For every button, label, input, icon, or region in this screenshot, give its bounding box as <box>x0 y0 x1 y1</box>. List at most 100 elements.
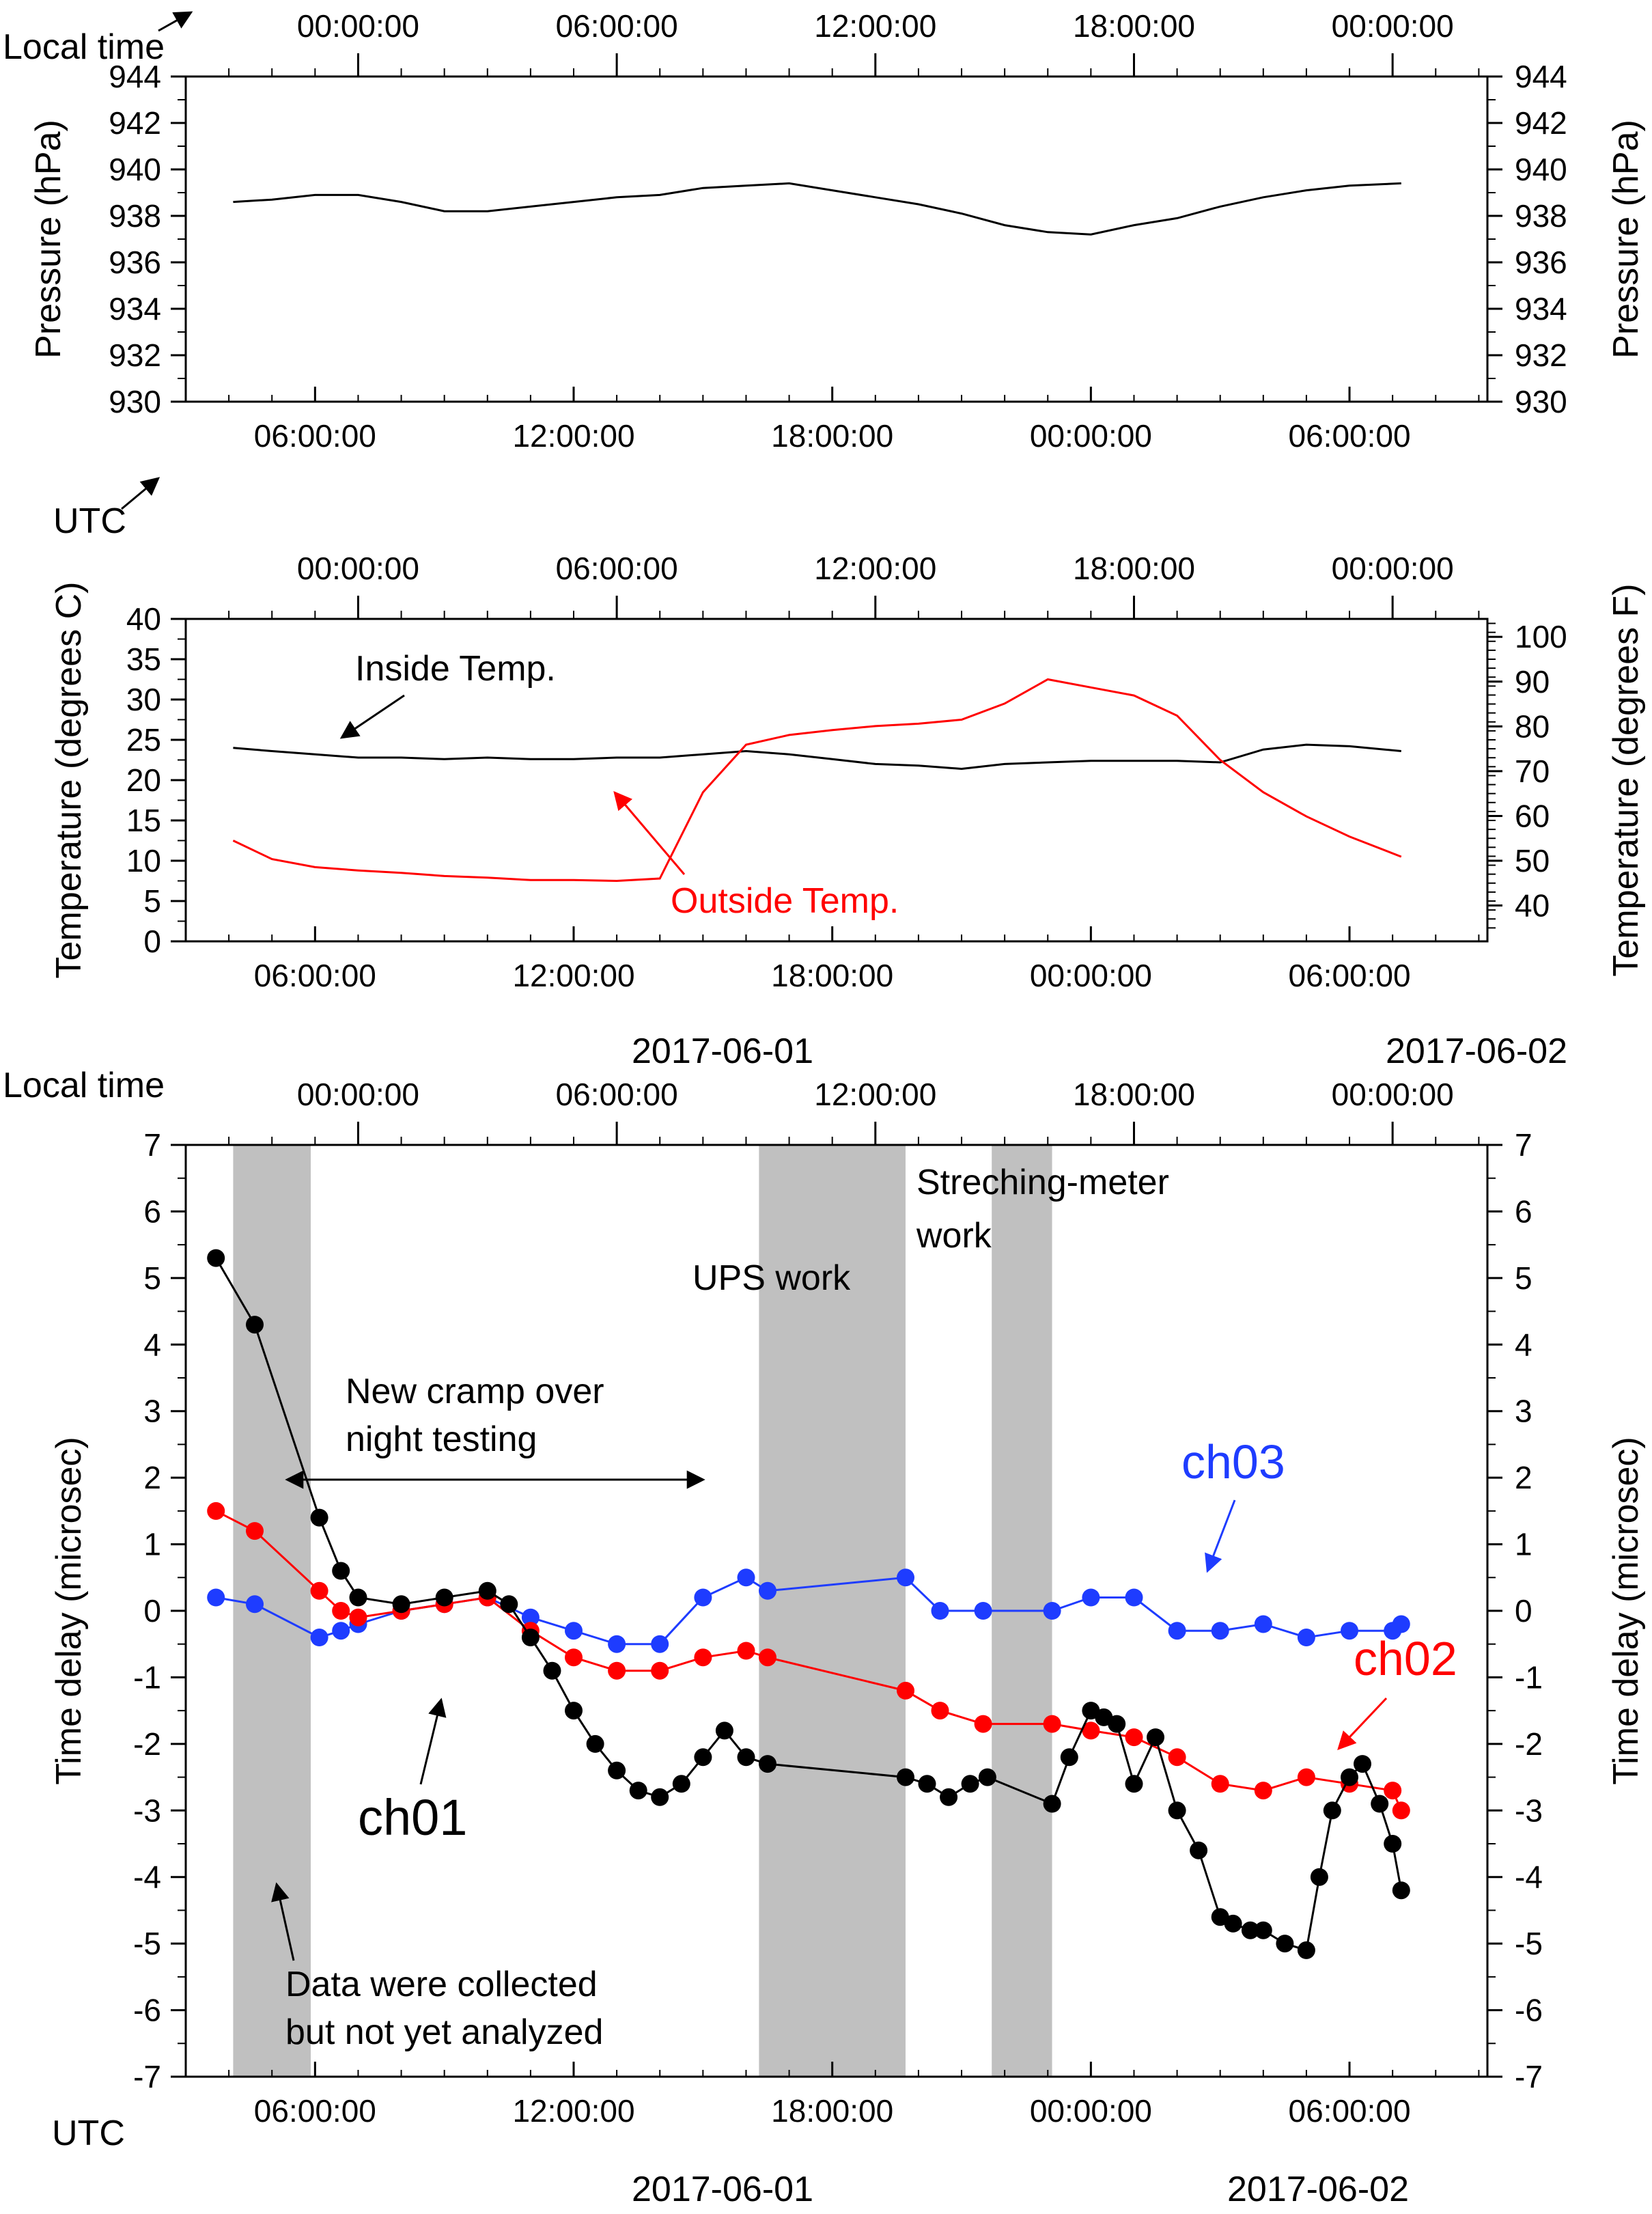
x-tick-label-local: 00:00:00 <box>1332 8 1454 44</box>
data-point-ch03 <box>1125 1588 1143 1607</box>
data-point-ch02 <box>651 1661 669 1680</box>
y-tick-label-right: 4 <box>1515 1327 1532 1362</box>
ups-work-annotation: UPS work <box>692 1258 851 1298</box>
data-point-ch01 <box>978 1768 996 1786</box>
x-tick-label-local: 00:00:00 <box>1332 1077 1454 1112</box>
y-tick-label-right: 100 <box>1515 619 1567 654</box>
y-tick-label-right: -7 <box>1515 2059 1543 2094</box>
x-tick-label-local: 12:00:00 <box>814 1077 936 1112</box>
x-tick-label-utc: 12:00:00 <box>512 958 634 993</box>
data-point-ch03 <box>651 1635 669 1653</box>
data-point-ch01 <box>1241 1921 1259 1939</box>
y-tick-label: 10 <box>126 843 161 878</box>
data-point-ch02 <box>608 1661 626 1680</box>
y-tick-label: 942 <box>109 105 161 141</box>
y-tick-label-right: 80 <box>1515 708 1550 744</box>
x-tick-label-local: 12:00:00 <box>814 551 936 586</box>
x-tick-label-local: 00:00:00 <box>297 551 419 586</box>
y-axis-label: Temperature (degrees C) <box>49 582 89 979</box>
series-line-ch03 <box>215 1576 1402 1646</box>
y-tick-label: 930 <box>109 384 161 419</box>
utc-arrow <box>121 477 160 510</box>
data-point-ch01 <box>1060 1748 1078 1767</box>
data-point-ch01 <box>897 1768 914 1786</box>
date-label-1a: 2017-06-01 <box>632 1032 813 1071</box>
data-point-ch01 <box>715 1721 733 1740</box>
y-tick-label: 2 <box>143 1460 161 1495</box>
y-tick-label: 40 <box>126 601 161 637</box>
y-tick-label-right: 930 <box>1515 384 1567 419</box>
data-point-ch01 <box>1310 1868 1328 1886</box>
x-tick-label-utc: 18:00:00 <box>771 418 893 454</box>
data-point-ch02 <box>246 1522 264 1540</box>
x-tick-label-local: 12:00:00 <box>814 8 936 44</box>
data-point-ch01 <box>500 1595 518 1614</box>
y-tick-label: 936 <box>109 245 161 280</box>
y-tick-label-right: 6 <box>1515 1193 1532 1229</box>
ch01-arrow <box>419 1698 447 1785</box>
ch03-label: ch03 <box>1181 1435 1285 1489</box>
y-tick-label: -5 <box>133 1926 161 1961</box>
y-tick-label: 1 <box>143 1527 161 1562</box>
data-point-ch02 <box>694 1648 712 1667</box>
data-point-ch03 <box>897 1568 914 1587</box>
data-point-ch02 <box>1254 1782 1272 1800</box>
shaded-region-2 <box>759 1145 906 2077</box>
data-point-ch02 <box>1211 1775 1229 1793</box>
data-point-ch01 <box>1354 1755 1371 1773</box>
y-tick-label: 6 <box>143 1193 161 1229</box>
outside-temp-arrow <box>613 790 686 875</box>
y-tick-label: 5 <box>143 1260 161 1296</box>
data-point-ch02 <box>332 1602 350 1620</box>
y-tick-label-right: 5 <box>1515 1260 1532 1296</box>
data-point-ch02 <box>207 1502 225 1520</box>
x-tick-label-utc: 06:00:00 <box>254 958 376 993</box>
x-tick-label-utc: 06:00:00 <box>254 2093 376 2129</box>
data-point-ch03 <box>1392 1615 1410 1633</box>
y-tick-label-right: -3 <box>1515 1793 1543 1828</box>
x-tick-label-local: 06:00:00 <box>556 551 678 586</box>
data-point-ch02 <box>310 1581 328 1600</box>
pressure-panel: 930 930 932 932 934 934 936 936 938 938 940 940 942 9… <box>29 8 1646 454</box>
y-tick-label-right: 7 <box>1515 1127 1532 1163</box>
data-point-ch01 <box>1297 1941 1315 1959</box>
y-tick-label-right: 932 <box>1515 337 1567 373</box>
x-tick-label-local: 18:00:00 <box>1073 1077 1195 1112</box>
data-point-ch02 <box>931 1702 949 1720</box>
data-point-ch03 <box>332 1622 350 1640</box>
y-tick-label-right: 70 <box>1515 753 1550 789</box>
data-point-ch02 <box>737 1642 755 1660</box>
ch03-arrow <box>1205 1499 1236 1573</box>
y-tick-label: 5 <box>143 883 161 919</box>
x-tick-label-local: 06:00:00 <box>556 8 678 44</box>
series-line-pressure <box>233 182 1401 236</box>
x-tick-label-utc: 00:00:00 <box>1030 2093 1152 2129</box>
data-point-ch03 <box>1168 1622 1186 1640</box>
y-tick-label: 940 <box>109 152 161 187</box>
data-point-ch02 <box>1125 1728 1143 1747</box>
data-point-ch03 <box>1043 1602 1061 1620</box>
x-tick-label-local: 00:00:00 <box>1332 551 1454 586</box>
ch02-arrow <box>1337 1697 1388 1750</box>
data-point-ch01 <box>1392 1881 1410 1900</box>
data-point-ch01 <box>246 1316 264 1334</box>
data-point-ch02 <box>974 1715 992 1733</box>
new-cramp-annotation-1: New cramp over <box>346 1372 604 1411</box>
y-tick-label: 944 <box>109 59 161 94</box>
data-point-ch01 <box>392 1595 410 1614</box>
new-cramp-annotation-2: night testing <box>346 1420 537 1459</box>
data-point-ch02 <box>1384 1782 1402 1800</box>
y-tick-label: 7 <box>143 1127 161 1163</box>
data-point-ch03 <box>737 1568 755 1587</box>
streching-annotation-2: work <box>916 1216 992 1256</box>
data-point-ch01 <box>586 1734 604 1753</box>
data-point-ch02 <box>1168 1748 1186 1767</box>
streching-annotation-1: Streching-meter <box>916 1163 1169 1202</box>
y-tick-label: -6 <box>133 1993 161 2028</box>
data-point-ch02 <box>1392 1801 1410 1820</box>
y-axis-label: Pressure (hPa) <box>29 120 68 359</box>
data-point-ch03 <box>246 1595 264 1614</box>
y-tick-label: 938 <box>109 198 161 234</box>
data-note-2: but not yet analyzed <box>285 2012 603 2052</box>
temperature-panel: 0 5 10 15 20 25 30 35 40 40 50 60 70 80 90 100 Temperatu… <box>49 551 1646 993</box>
